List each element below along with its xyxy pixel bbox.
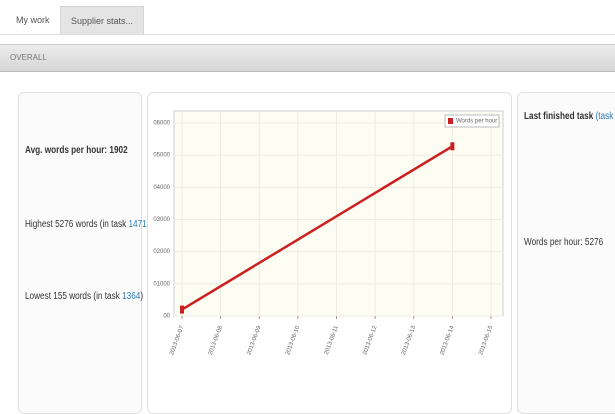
x-tick-label: 2013-06-08 [208, 325, 224, 357]
series-line [181, 145, 454, 311]
x-tick-label: 2013-06-07 [169, 325, 185, 357]
lowest-stat: Lowest 155 words (in task 1364) [25, 291, 143, 302]
legend-box [444, 114, 500, 128]
point [180, 305, 184, 314]
section-title: OVERALL [10, 53, 47, 62]
y-tick-label: 04000 [153, 185, 170, 191]
y-tick-label: 05000 [153, 153, 170, 159]
x-tick-label: 2013-06-09 [246, 325, 262, 357]
stat-text: Highest 5276 words (in task [25, 219, 129, 230]
last-words: Words per hour: 5276 [524, 237, 604, 248]
tab[interactable]: My work [6, 6, 60, 34]
chart-panel: 00 01000 02000 03000 04000 05000 06000 2013-06-… [147, 92, 512, 414]
avg-stat: Avg. words per hour: 1902 [25, 145, 128, 156]
stats-panel: Avg. words per hour: 1902 Highest 5276 w… [18, 92, 149, 414]
y-tick-label: 02000 [153, 249, 170, 255]
x-tick-label: 2013-06-12 [362, 325, 378, 357]
legend-swatch [448, 118, 453, 124]
legend-label: Words per hour [456, 119, 497, 125]
stat-text: ) [140, 291, 144, 302]
y-tick-label: 00 [163, 314, 170, 320]
last-task-title: Last finished task [524, 111, 594, 122]
stat-text: Lowest 155 words (in task [25, 291, 123, 302]
divider [0, 34, 615, 35]
task-link[interactable]: 1471 [128, 219, 147, 230]
task-link[interactable]: 1364 [122, 291, 141, 302]
y-tick-label: 06000 [153, 121, 170, 127]
task-link[interactable]: (task 1471 [595, 111, 615, 122]
tab[interactable]: Supplier stats... [60, 6, 145, 35]
point [450, 142, 455, 151]
chart: 00 01000 02000 03000 04000 05000 06000 2013-06-… [153, 110, 504, 357]
y-tick-label: 03000 [153, 217, 170, 223]
x-tick-label: 2013-06-14 [440, 325, 456, 357]
y-tick-label: 01000 [153, 281, 170, 287]
x-tick-label: 2013-06-13 [401, 325, 417, 357]
page: {"tabs": ["My work", "Supplier stats..."… [0, 6, 615, 414]
last-task-panel: Last finished task (task 1471 Words per … [517, 92, 615, 414]
x-tick-label: 2013-06-10 [285, 325, 301, 357]
x-tick-label: 2013-06-15 [478, 325, 494, 357]
section-bar: OVERALL [0, 44, 615, 72]
highest-stat: Highest 5276 words (in task 1471) [25, 219, 149, 230]
x-tick-label: 2013-06-11 [324, 325, 340, 356]
last-task: Last finished task (task 1471 [524, 111, 615, 122]
